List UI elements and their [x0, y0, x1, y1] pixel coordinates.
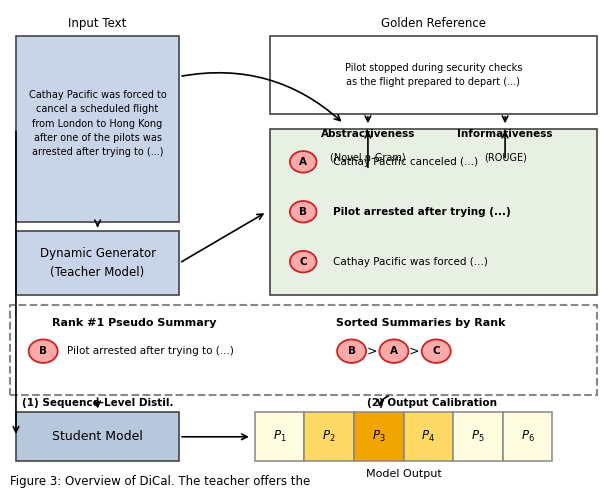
- Circle shape: [290, 151, 317, 173]
- Bar: [16, 35, 179, 221]
- Text: B: B: [348, 346, 356, 356]
- Circle shape: [290, 201, 317, 222]
- Text: (ROUGE): (ROUGE): [484, 152, 526, 162]
- Text: Cathay Pacific was forced to
cancel a scheduled flight
from London to Hong Kong
: Cathay Pacific was forced to cancel a sc…: [29, 90, 167, 157]
- Text: B: B: [300, 207, 307, 217]
- Bar: [16, 412, 179, 461]
- Text: Pilot arrested after trying (...): Pilot arrested after trying (...): [334, 207, 511, 217]
- Text: Golden Reference: Golden Reference: [381, 17, 486, 30]
- Circle shape: [422, 339, 451, 363]
- Circle shape: [29, 339, 58, 363]
- Bar: [270, 128, 597, 295]
- Bar: [304, 412, 354, 461]
- Text: $P_1$: $P_1$: [273, 429, 287, 444]
- Text: B: B: [39, 346, 47, 356]
- Text: Pilot stopped during security checks
as the flight prepared to depart (...): Pilot stopped during security checks as …: [345, 62, 522, 87]
- Text: (1) Sequence-Level Distil.: (1) Sequence-Level Distil.: [22, 398, 173, 408]
- Text: (Novel n-Gram): (Novel n-Gram): [330, 152, 406, 162]
- Text: $P_2$: $P_2$: [323, 429, 336, 444]
- Text: $P_4$: $P_4$: [422, 429, 436, 444]
- Circle shape: [337, 339, 366, 363]
- Bar: [503, 412, 553, 461]
- Text: A: A: [390, 346, 398, 356]
- Text: Rank #1 Pseudo Summary: Rank #1 Pseudo Summary: [52, 318, 217, 328]
- Text: A: A: [300, 157, 307, 167]
- Text: Input Text: Input Text: [68, 17, 127, 30]
- Circle shape: [290, 251, 317, 273]
- Bar: [270, 35, 597, 114]
- Bar: [16, 231, 179, 295]
- Text: C: C: [300, 257, 307, 267]
- Text: $P_3$: $P_3$: [372, 429, 386, 444]
- Text: >: >: [409, 345, 419, 358]
- Bar: [354, 412, 404, 461]
- Text: Cathay Pacific canceled (...): Cathay Pacific canceled (...): [334, 157, 479, 167]
- Text: >: >: [366, 345, 377, 358]
- Text: Student Model: Student Model: [52, 430, 143, 443]
- Text: Cathay Pacific was forced (...): Cathay Pacific was forced (...): [334, 257, 489, 267]
- Text: C: C: [432, 346, 440, 356]
- Text: Model Output: Model Output: [366, 469, 442, 479]
- Text: Figure 3: Overview of DiCal. The teacher offers the: Figure 3: Overview of DiCal. The teacher…: [10, 475, 310, 488]
- Text: Dynamic Generator
(Teacher Model): Dynamic Generator (Teacher Model): [40, 247, 156, 279]
- Text: $P_5$: $P_5$: [471, 429, 485, 444]
- Text: (2) Output Calibration: (2) Output Calibration: [367, 398, 497, 408]
- Bar: [453, 412, 503, 461]
- Text: $P_6$: $P_6$: [521, 429, 534, 444]
- Bar: [255, 412, 304, 461]
- Text: Abstractiveness: Abstractiveness: [321, 128, 415, 139]
- Text: Informativeness: Informativeness: [458, 128, 553, 139]
- Text: Pilot arrested after trying to (...): Pilot arrested after trying to (...): [67, 346, 234, 356]
- Bar: [404, 412, 453, 461]
- Text: Sorted Summaries by Rank: Sorted Summaries by Rank: [337, 318, 506, 328]
- Bar: [10, 305, 597, 395]
- Circle shape: [379, 339, 409, 363]
